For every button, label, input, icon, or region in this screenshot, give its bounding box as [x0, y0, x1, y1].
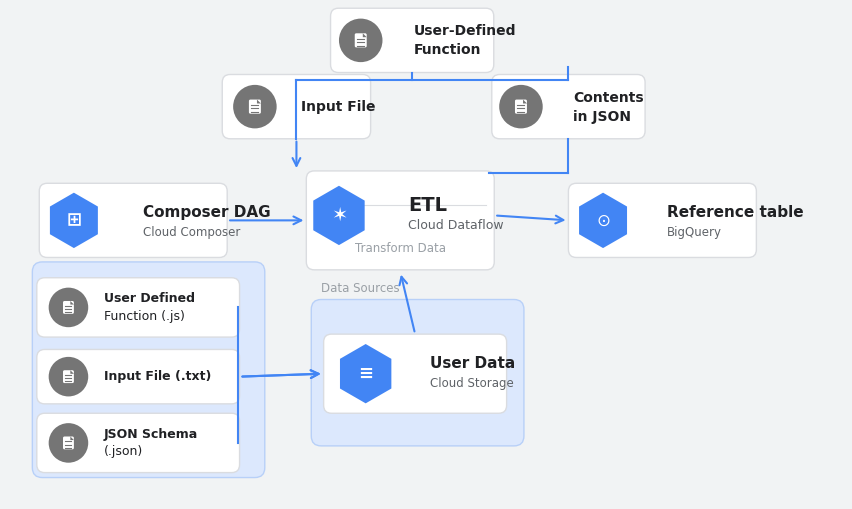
Circle shape	[233, 85, 276, 128]
Text: User Inputs: User Inputs	[43, 244, 110, 257]
Polygon shape	[70, 301, 74, 304]
Text: Transform Data: Transform Data	[354, 242, 446, 254]
Text: Function (.js): Function (.js)	[104, 310, 185, 323]
Circle shape	[338, 19, 382, 62]
Polygon shape	[522, 100, 527, 103]
Text: Composer DAG: Composer DAG	[143, 205, 270, 220]
FancyBboxPatch shape	[63, 301, 74, 314]
Polygon shape	[70, 370, 74, 374]
FancyBboxPatch shape	[37, 350, 239, 404]
FancyBboxPatch shape	[331, 8, 493, 72]
Text: Input File (.txt): Input File (.txt)	[104, 370, 211, 383]
Text: (.json): (.json)	[104, 445, 143, 458]
Text: JSON Schema: JSON Schema	[104, 428, 198, 440]
FancyBboxPatch shape	[492, 74, 644, 139]
Text: Reference table: Reference table	[666, 205, 803, 220]
Polygon shape	[579, 193, 626, 248]
Text: Contents: Contents	[573, 91, 643, 105]
Text: ⊙: ⊙	[596, 211, 609, 230]
Text: BigQuery: BigQuery	[666, 226, 722, 239]
FancyBboxPatch shape	[567, 183, 756, 258]
Circle shape	[498, 85, 542, 128]
FancyBboxPatch shape	[39, 183, 227, 258]
Text: ≡: ≡	[358, 364, 373, 383]
Text: ⊞: ⊞	[66, 211, 81, 230]
Text: Cloud Dataflow: Cloud Dataflow	[408, 219, 504, 232]
FancyBboxPatch shape	[32, 262, 264, 477]
FancyBboxPatch shape	[37, 278, 239, 337]
FancyBboxPatch shape	[63, 437, 74, 449]
FancyBboxPatch shape	[323, 334, 506, 413]
Polygon shape	[70, 437, 74, 440]
FancyBboxPatch shape	[354, 33, 366, 47]
Text: Input File: Input File	[301, 100, 376, 114]
Text: User Defined: User Defined	[104, 292, 195, 305]
Text: User-Defined: User-Defined	[414, 24, 516, 39]
Circle shape	[49, 423, 88, 463]
Text: Cloud Storage: Cloud Storage	[429, 377, 513, 390]
FancyBboxPatch shape	[63, 370, 74, 383]
FancyBboxPatch shape	[306, 171, 493, 270]
Text: in JSON: in JSON	[573, 109, 630, 124]
Text: ETL: ETL	[408, 196, 446, 215]
Circle shape	[49, 288, 88, 327]
Polygon shape	[362, 33, 366, 37]
FancyBboxPatch shape	[222, 74, 370, 139]
Text: Data Sources: Data Sources	[321, 281, 400, 295]
Text: Cloud Composer: Cloud Composer	[143, 226, 240, 239]
Text: Function: Function	[414, 43, 481, 57]
Text: ✶: ✶	[331, 206, 347, 225]
Text: User Data: User Data	[429, 356, 515, 371]
FancyBboxPatch shape	[37, 413, 239, 472]
Circle shape	[49, 357, 88, 397]
Polygon shape	[50, 193, 98, 248]
FancyBboxPatch shape	[311, 299, 523, 446]
Polygon shape	[340, 344, 391, 403]
FancyBboxPatch shape	[249, 100, 261, 114]
FancyBboxPatch shape	[515, 100, 527, 114]
Polygon shape	[256, 100, 261, 103]
Polygon shape	[313, 186, 365, 245]
